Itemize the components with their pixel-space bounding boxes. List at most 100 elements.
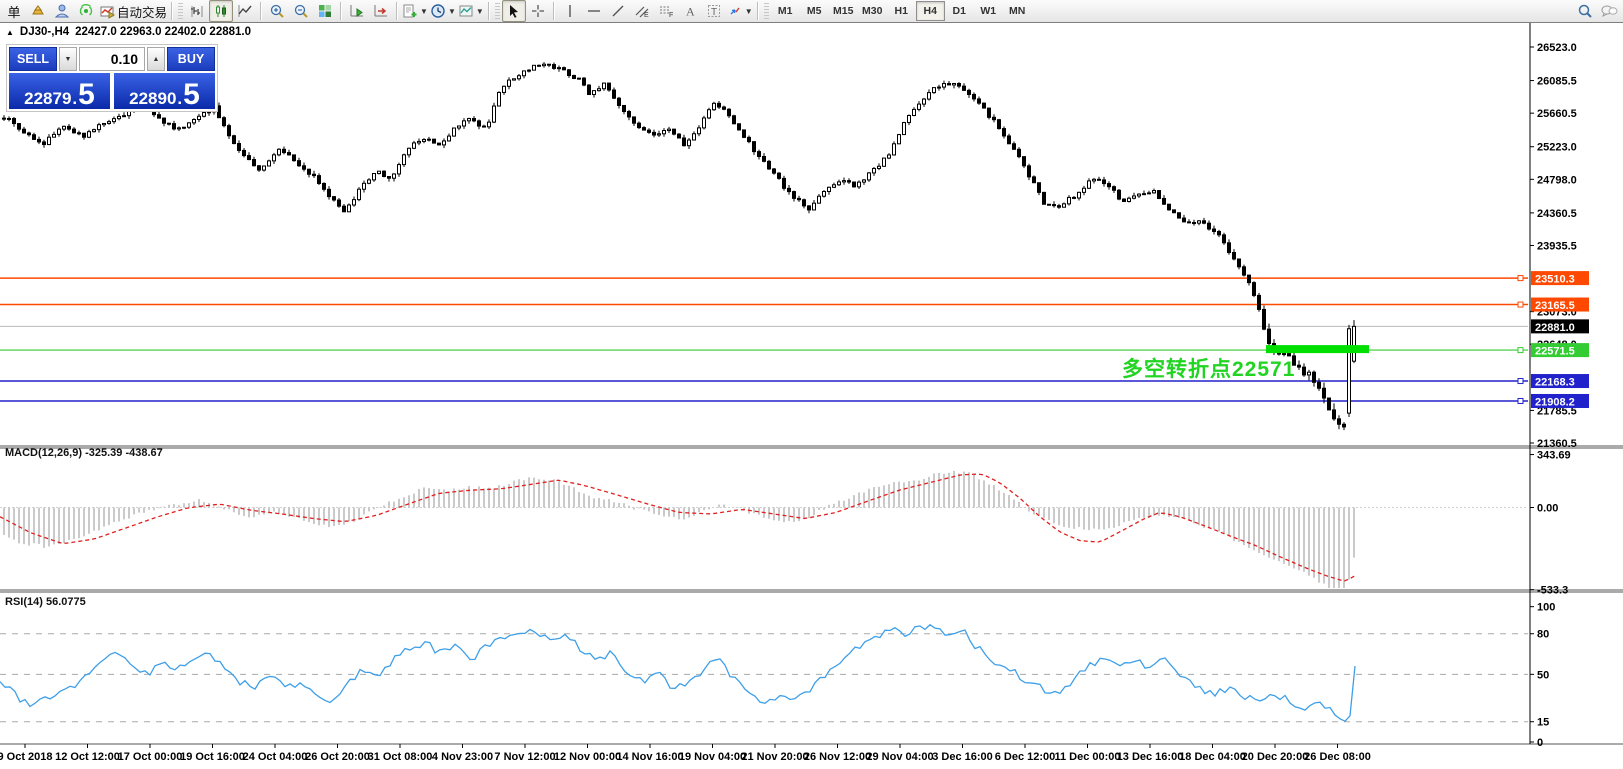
sell-button[interactable]: SELL bbox=[9, 47, 57, 71]
svg-text:23165.5: 23165.5 bbox=[1535, 300, 1575, 312]
line-handle[interactable] bbox=[1517, 378, 1524, 385]
timeframe-w1-button[interactable]: W1 bbox=[980, 5, 997, 17]
line-chart-type-button[interactable] bbox=[233, 0, 257, 22]
buy-button[interactable]: BUY bbox=[167, 47, 215, 71]
indicators-add-button[interactable]: ▼ bbox=[401, 0, 429, 22]
rsi-indicator-label: RSI(14) 56.0775 bbox=[5, 596, 86, 608]
volume-up-button[interactable]: ▲ bbox=[147, 47, 165, 71]
volume-input[interactable] bbox=[79, 47, 145, 71]
pivot-annotation-text[interactable]: 多空转折点22571 bbox=[1122, 358, 1296, 381]
buy-price-display[interactable]: 22890. 5 bbox=[114, 73, 215, 110]
fibonacci-tool-button[interactable]: F bbox=[654, 0, 678, 22]
text-label-tool-button[interactable]: T bbox=[702, 0, 726, 22]
timeframe-h4-button[interactable]: H4 bbox=[915, 1, 945, 21]
search-button[interactable] bbox=[1573, 0, 1597, 22]
volume-down-button[interactable]: ▼ bbox=[59, 47, 77, 71]
svg-text:23935.5: 23935.5 bbox=[1537, 240, 1577, 252]
cursor-tool-button[interactable] bbox=[501, 0, 526, 22]
svg-text:31 Oct 08:00: 31 Oct 08:00 bbox=[368, 751, 433, 763]
svg-text:24 Oct 04:00: 24 Oct 04:00 bbox=[243, 751, 308, 763]
dropdown-caret-icon: ▼ bbox=[475, 6, 484, 16]
timeframe-m15-button[interactable]: M15 bbox=[832, 5, 854, 17]
timeframe-m30-button[interactable]: M30 bbox=[861, 5, 883, 17]
svg-text:18 Dec 04:00: 18 Dec 04:00 bbox=[1179, 751, 1246, 763]
zoom-out-button[interactable] bbox=[289, 0, 313, 22]
signal-icon[interactable] bbox=[74, 0, 98, 22]
gold-ingot-icon[interactable] bbox=[26, 0, 50, 22]
timeframe-h1-button[interactable]: H1 bbox=[894, 5, 908, 17]
zoom-in-button[interactable] bbox=[265, 0, 289, 22]
svg-text:14 Nov 16:00: 14 Nov 16:00 bbox=[616, 751, 683, 763]
svg-text:T: T bbox=[711, 7, 717, 18]
svg-text:23510.3: 23510.3 bbox=[1535, 274, 1575, 286]
svg-text:24798.0: 24798.0 bbox=[1537, 174, 1577, 186]
toolbar-grip bbox=[763, 3, 769, 19]
new-order-button[interactable]: 单 bbox=[7, 4, 21, 20]
toolbar-separator bbox=[171, 2, 174, 20]
bar-chart-type-button[interactable] bbox=[185, 0, 209, 22]
svg-text:21360.5: 21360.5 bbox=[1537, 438, 1577, 450]
svg-text:20 Dec 20:00: 20 Dec 20:00 bbox=[1242, 751, 1309, 763]
highlight-zone[interactable] bbox=[1266, 345, 1369, 354]
text-tool-button[interactable]: A bbox=[678, 0, 702, 22]
svg-text:12 Nov 00:00: 12 Nov 00:00 bbox=[554, 751, 621, 763]
line-handle[interactable] bbox=[1517, 301, 1524, 308]
periods-clock-button[interactable]: ▼ bbox=[429, 0, 457, 22]
chart-canvas[interactable]: 26523.0 26085.5 25660.5 25223.0 24798.0 24360… bbox=[0, 23, 1623, 769]
arrows-tool-button[interactable]: ▼ bbox=[726, 0, 754, 22]
collapse-triangle-icon[interactable]: ▲ bbox=[6, 27, 14, 37]
sell-price-dot: . bbox=[72, 89, 78, 108]
dropdown-caret-icon: ▼ bbox=[420, 6, 428, 16]
tile-windows-button[interactable] bbox=[313, 0, 337, 22]
svg-text:26 Dec 08:00: 26 Dec 08:00 bbox=[1304, 751, 1371, 763]
timeframe-mn-button[interactable]: MN bbox=[1009, 5, 1026, 17]
svg-text:21785.5: 21785.5 bbox=[1537, 405, 1577, 417]
templates-button[interactable]: ▼ bbox=[457, 0, 485, 22]
chart-shift-button[interactable] bbox=[369, 0, 393, 22]
svg-text:25223.0: 25223.0 bbox=[1537, 142, 1577, 154]
toolbar-separator bbox=[756, 2, 759, 20]
svg-text:E: E bbox=[644, 12, 649, 19]
line-handle[interactable] bbox=[1517, 347, 1524, 354]
line-handle[interactable] bbox=[1517, 397, 1524, 404]
svg-text:15: 15 bbox=[1537, 717, 1549, 729]
line-handle[interactable] bbox=[1517, 275, 1524, 282]
timeframe-d1-button[interactable]: D1 bbox=[952, 5, 966, 17]
rsi-line bbox=[0, 623, 1356, 722]
svg-text:50: 50 bbox=[1537, 669, 1549, 681]
svg-text:13 Dec 16:00: 13 Dec 16:00 bbox=[1117, 751, 1184, 763]
svg-text:17 Oct 00:00: 17 Oct 00:00 bbox=[118, 751, 183, 763]
svg-text:11 Dec 00:00: 11 Dec 00:00 bbox=[1054, 751, 1120, 763]
equidistant-channel-tool-button[interactable]: E bbox=[630, 0, 654, 22]
svg-text:-533.3: -533.3 bbox=[1537, 585, 1568, 597]
svg-text:25660.5: 25660.5 bbox=[1537, 108, 1577, 120]
svg-text:9 Oct 2018: 9 Oct 2018 bbox=[0, 751, 53, 763]
main-toolbar: 单 自动交易 ▼ ▼ bbox=[0, 0, 1623, 23]
horizontal-lines[interactable] bbox=[0, 275, 1528, 404]
chart-title: ▲ DJ30-,H4 22427.0 22963.0 22402.0 22881… bbox=[6, 26, 251, 38]
macd-signal-line bbox=[0, 473, 1357, 582]
community-icon[interactable] bbox=[50, 0, 74, 22]
sell-price-display[interactable]: 22879. 5 bbox=[9, 73, 110, 110]
toolbar-separator bbox=[552, 2, 555, 20]
vertical-line-tool-button[interactable] bbox=[558, 0, 582, 22]
macd-histogram bbox=[3, 470, 1355, 588]
horizontal-line-tool-button[interactable] bbox=[582, 0, 606, 22]
svg-text:100: 100 bbox=[1537, 602, 1555, 614]
svg-text:19 Nov 04:00: 19 Nov 04:00 bbox=[679, 751, 746, 763]
timeframe-m5-button[interactable]: M5 bbox=[806, 5, 822, 17]
price-axis-labels: 26523.0 26085.5 25660.5 25223.0 24798.0 24360… bbox=[1530, 42, 1577, 749]
trendline-tool-button[interactable] bbox=[606, 0, 630, 22]
candlestick-chart-type-button[interactable] bbox=[209, 0, 234, 22]
chat-button[interactable] bbox=[1597, 0, 1621, 22]
svg-text:26 Nov 12:00: 26 Nov 12:00 bbox=[804, 751, 871, 763]
svg-text:22571.5: 22571.5 bbox=[1535, 346, 1575, 358]
auto-scroll-button[interactable] bbox=[345, 0, 369, 22]
autotrading-button[interactable]: 自动交易 bbox=[98, 0, 168, 22]
svg-text:343.69: 343.69 bbox=[1537, 450, 1571, 462]
svg-text:29 Nov 04:00: 29 Nov 04:00 bbox=[866, 751, 933, 763]
timeframe-m1-button[interactable]: M1 bbox=[777, 5, 793, 17]
crosshair-tool-button[interactable] bbox=[526, 0, 550, 22]
svg-text:24360.5: 24360.5 bbox=[1537, 208, 1577, 220]
